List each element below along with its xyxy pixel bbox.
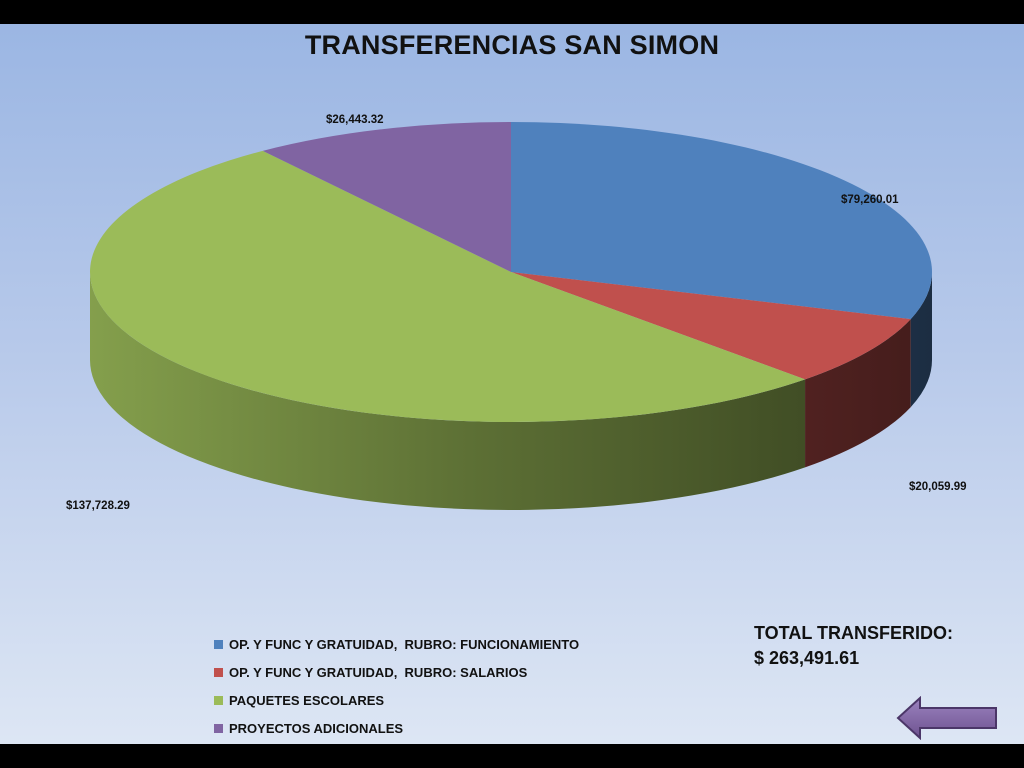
legend: OP. Y FUNC Y GRATUIDAD, RUBRO: FUNCIONAM…: [214, 630, 579, 742]
pie-side-0: [910, 272, 932, 408]
pie-slice-0: [511, 122, 932, 320]
back-button[interactable]: [896, 695, 1000, 741]
legend-label: OP. Y FUNC Y GRATUIDAD, RUBRO: SALARIOS: [229, 664, 528, 680]
data-label: $20,059.99: [909, 481, 967, 493]
total-label: TOTAL TRANSFERIDO:: [754, 623, 953, 643]
pie-chart: [89, 122, 932, 510]
legend-swatch-funcionamiento: [214, 639, 223, 649]
pie-slice-3: [262, 122, 511, 272]
chart-title: TRANSFERENCIAS SAN SIMON: [304, 30, 720, 60]
data-label: $79,260.01: [841, 194, 899, 206]
legend-item: OP. Y FUNC Y GRATUIDAD, RUBRO: FUNCIONAM…: [214, 630, 579, 658]
slide: TRANSFERENCIAS SAN SIMON $79,260.01 $20,0…: [0, 24, 1024, 744]
left-arrow-icon: [896, 695, 997, 741]
pie-side-2: [90, 272, 806, 510]
legend-item: PROYECTOS ADICIONALES: [214, 714, 579, 742]
pie-slice-1: [511, 272, 911, 380]
total-block: TOTAL TRANSFERIDO: $ 263,491.61: [754, 621, 953, 671]
legend-item: OP. Y FUNC Y GRATUIDAD, RUBRO: SALARIOS: [214, 658, 579, 686]
data-label: $137,728.29: [66, 500, 130, 512]
pie-slice-2: [89, 150, 806, 423]
legend-label: PROYECTOS ADICIONALES: [229, 720, 404, 736]
legend-label: PAQUETES ESCOLARES: [229, 692, 385, 708]
legend-swatch-paquetes: [214, 695, 223, 705]
total-value: $ 263,491.61: [754, 648, 860, 668]
legend-item: PAQUETES ESCOLARES: [214, 686, 579, 714]
data-label: $26,443.32: [326, 114, 384, 126]
legend-swatch-salarios: [214, 667, 223, 677]
legend-label: OP. Y FUNC Y GRATUIDAD, RUBRO: FUNCIONAM…: [229, 636, 580, 652]
pie-side-1: [805, 319, 911, 468]
legend-swatch-proyectos: [214, 723, 223, 733]
